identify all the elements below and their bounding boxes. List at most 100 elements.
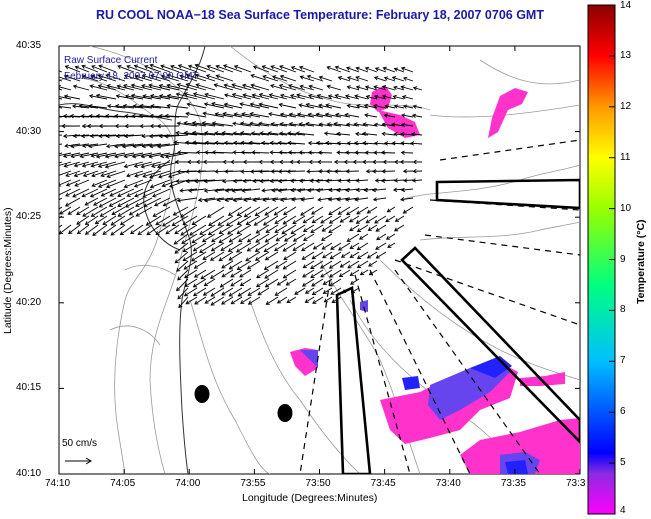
current-vector: [391, 76, 405, 82]
current-vector: [302, 224, 315, 232]
current-vector: [209, 269, 225, 279]
current-vector: [230, 296, 243, 305]
current-vector: [277, 140, 297, 146]
colorbar-tick-label: 13: [620, 49, 632, 61]
current-vector: [173, 140, 198, 145]
colorbar-tick-label: 12: [620, 100, 632, 112]
current-vector: [204, 140, 225, 146]
current-vector: [326, 84, 342, 91]
current-vector: [364, 66, 378, 73]
current-vector: [223, 140, 243, 146]
current-vector: [173, 233, 189, 245]
current-vector: [59, 206, 72, 215]
current-vector: [204, 92, 225, 100]
current-vector: [88, 143, 108, 149]
current-vector: [365, 94, 378, 100]
current-vector: [117, 197, 135, 207]
current-vector: [274, 242, 288, 252]
current-vector: [392, 94, 405, 100]
current-vector: [374, 67, 387, 73]
scale-arrow: [65, 457, 92, 465]
current-vector: [337, 206, 351, 215]
y-tick-label: 40:35: [16, 40, 42, 51]
current-vector: [365, 215, 378, 224]
current-vector: [230, 278, 243, 287]
current-vector: [183, 269, 198, 279]
current-vector: [330, 287, 342, 295]
current-vector: [315, 112, 333, 118]
current-vector: [117, 188, 135, 198]
current-vector: [282, 206, 297, 216]
current-vector: [193, 287, 207, 297]
current-vector: [304, 287, 315, 294]
current-vector: [255, 233, 270, 243]
current-vector: [114, 113, 135, 119]
current-vector: [209, 251, 225, 261]
current-vector: [157, 143, 180, 149]
current-vector: [287, 131, 306, 136]
current-vector: [130, 93, 153, 100]
buoy-marker-1: [194, 385, 210, 403]
current-vector: [193, 260, 207, 269]
current-vector: [363, 103, 378, 109]
current-vector: [321, 224, 333, 232]
current-vector: [126, 188, 144, 197]
current-vector: [328, 260, 342, 269]
current-vector: [201, 121, 225, 127]
current-vector: [63, 161, 81, 168]
current-vector: [232, 197, 252, 203]
x-tick-label: 73:50: [305, 478, 331, 489]
current-vector: [221, 178, 243, 184]
current-vector: [133, 64, 153, 73]
current-vector: [211, 101, 234, 109]
current-vector: [222, 64, 243, 73]
current-vector: [226, 215, 243, 226]
current-vector: [349, 269, 360, 276]
current-vector: [206, 206, 225, 218]
current-vector: [142, 94, 162, 100]
current-vector: [155, 224, 171, 235]
y-tick-label: 40:25: [16, 211, 42, 223]
current-vector: [264, 206, 279, 216]
current-vector: [275, 233, 288, 242]
current-vector: [192, 140, 216, 145]
current-vector: [142, 170, 162, 178]
current-vector: [250, 83, 270, 91]
current-vector: [191, 215, 207, 226]
current-vector: [192, 278, 207, 288]
current-vector: [89, 133, 108, 139]
current-vector: [311, 251, 324, 260]
current-vector: [182, 215, 198, 226]
current-vector: [64, 65, 81, 73]
current-vector: [176, 260, 189, 272]
current-vector: [228, 260, 243, 270]
current-vector: [158, 113, 180, 119]
current-vector: [59, 143, 63, 145]
current-vector: [177, 150, 198, 155]
current-vector: [185, 82, 207, 91]
current-vector: [298, 122, 315, 127]
current-vector: [356, 251, 369, 259]
current-vector: [311, 278, 324, 287]
current-vector: [121, 143, 144, 149]
current-vector: [308, 84, 324, 91]
current-vector: [119, 215, 135, 226]
current-vector: [403, 178, 414, 183]
current-vector: [232, 178, 252, 184]
current-vector: [59, 134, 63, 136]
colorbar-tick-label: 5: [620, 457, 626, 469]
current-vector: [214, 188, 234, 193]
current-vector: [361, 131, 378, 136]
current-vector: [133, 161, 153, 168]
current-vector: [59, 76, 72, 82]
current-vector: [345, 169, 360, 174]
current-vector: [261, 188, 279, 193]
current-vector: [203, 278, 216, 287]
current-vector: [289, 93, 306, 100]
current-vector: [302, 269, 315, 278]
current-vector: [327, 94, 342, 100]
current-vector: [250, 131, 270, 136]
current-vector: [237, 287, 252, 297]
current-vector: [134, 74, 153, 82]
current-vector: [301, 251, 315, 260]
